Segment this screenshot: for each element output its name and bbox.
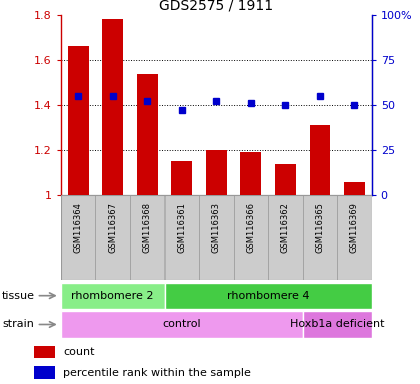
- Text: control: control: [163, 319, 201, 329]
- Text: rhombomere 2: rhombomere 2: [71, 291, 154, 301]
- Text: rhombomere 4: rhombomere 4: [227, 291, 310, 301]
- Text: GSM116363: GSM116363: [212, 202, 221, 253]
- Bar: [171, 161, 192, 195]
- Text: GSM116366: GSM116366: [247, 202, 255, 253]
- Text: tissue: tissue: [2, 291, 35, 301]
- Text: GSM116369: GSM116369: [350, 202, 359, 253]
- Text: GSM116364: GSM116364: [74, 202, 83, 253]
- Bar: [61, 311, 303, 338]
- Bar: [61, 283, 165, 309]
- Bar: [165, 195, 199, 280]
- Bar: [68, 46, 89, 195]
- Bar: [34, 366, 55, 379]
- Bar: [61, 195, 95, 280]
- Text: GSM116365: GSM116365: [315, 202, 324, 253]
- Bar: [303, 195, 337, 280]
- Text: percentile rank within the sample: percentile rank within the sample: [63, 367, 251, 377]
- Bar: [206, 150, 227, 195]
- Text: count: count: [63, 347, 94, 357]
- Title: GDS2575 / 1911: GDS2575 / 1911: [159, 0, 273, 12]
- Text: strain: strain: [2, 319, 34, 329]
- Bar: [137, 73, 158, 195]
- Bar: [310, 125, 330, 195]
- Bar: [337, 195, 372, 280]
- Bar: [199, 195, 234, 280]
- Text: Hoxb1a deficient: Hoxb1a deficient: [290, 319, 384, 329]
- Bar: [130, 195, 165, 280]
- Text: GSM116367: GSM116367: [108, 202, 117, 253]
- Bar: [268, 195, 303, 280]
- Bar: [102, 20, 123, 195]
- Bar: [234, 195, 268, 280]
- Bar: [95, 195, 130, 280]
- Bar: [241, 152, 261, 195]
- Bar: [344, 182, 365, 195]
- Text: GSM116362: GSM116362: [281, 202, 290, 253]
- Bar: [303, 311, 372, 338]
- Text: GSM116368: GSM116368: [143, 202, 152, 253]
- Bar: [165, 283, 372, 309]
- Bar: [34, 346, 55, 358]
- Text: GSM116361: GSM116361: [177, 202, 186, 253]
- Bar: [275, 164, 296, 195]
